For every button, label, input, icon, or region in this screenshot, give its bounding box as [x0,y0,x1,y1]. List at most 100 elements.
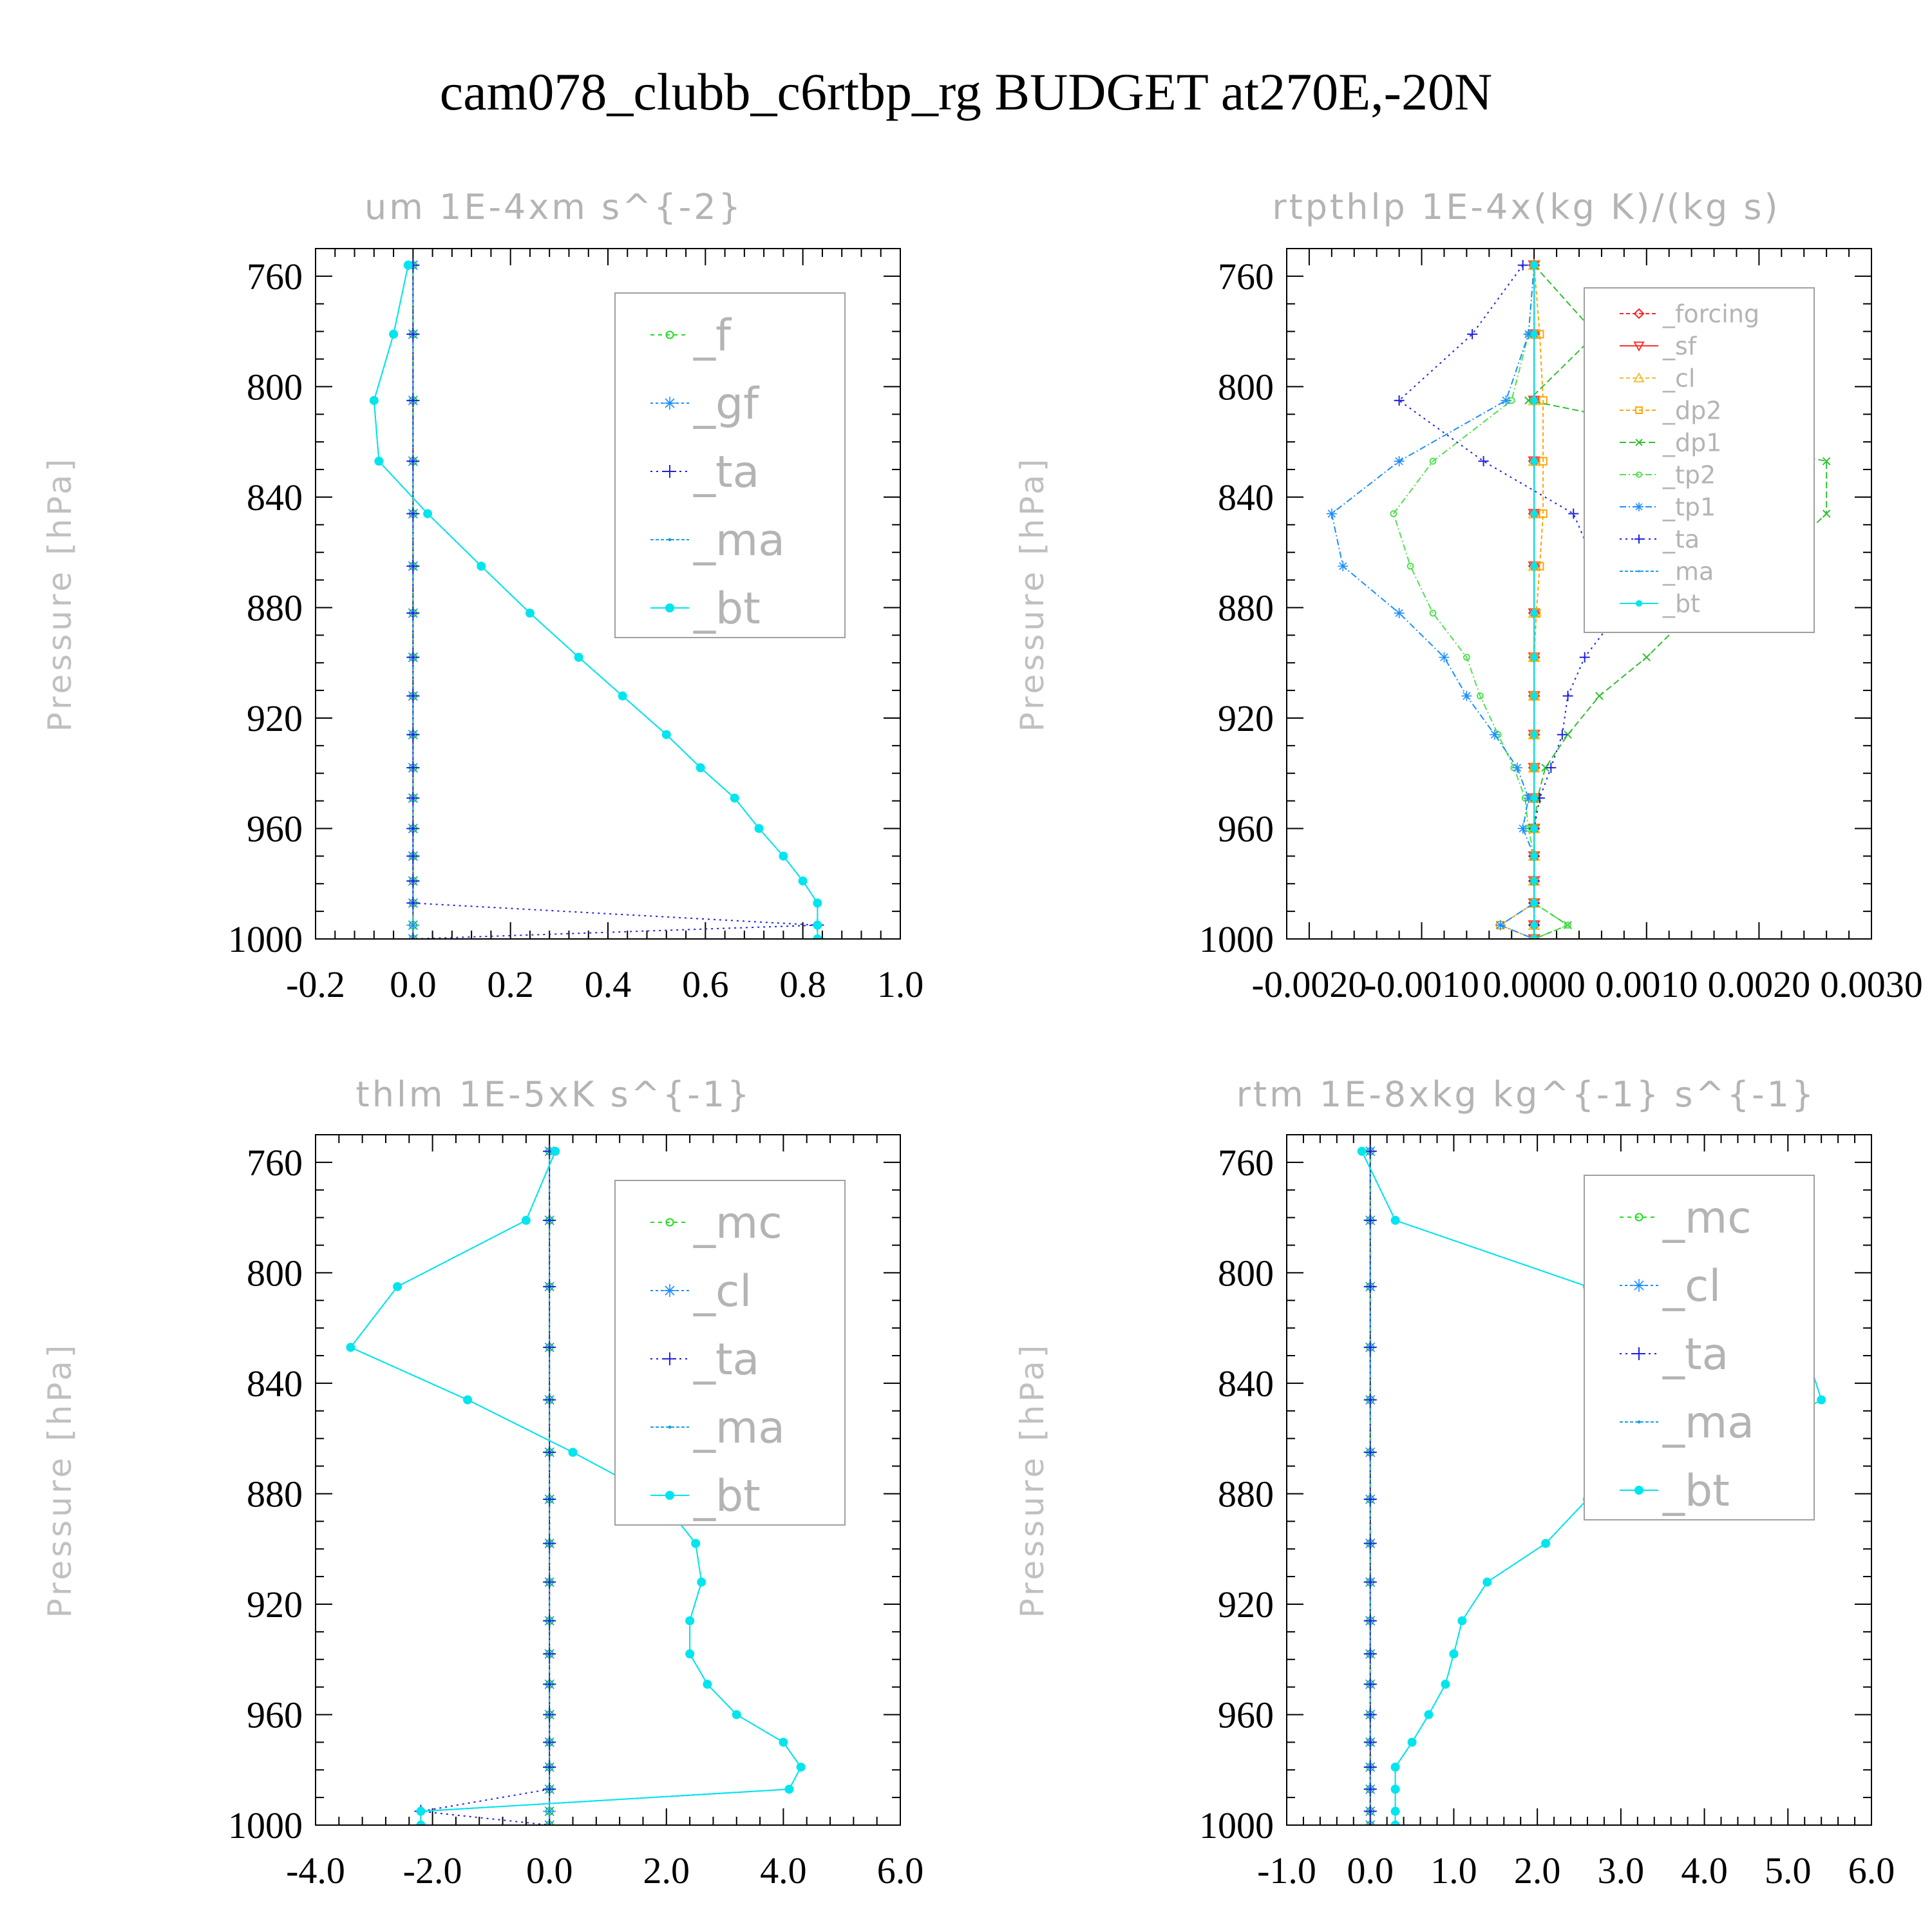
legend-box [614,1180,846,1526]
legend-marker [1634,502,1643,511]
data-point [463,1395,473,1405]
data-point [1390,510,1397,518]
data-point [754,824,764,833]
legend: _forcing _sf _cl _dp2 _dp1 _tp2 _tp1 _ta _ma _bt [1584,287,1815,633]
x-tick-label: 4.0 [1681,1850,1728,1891]
y-tick-label: 760 [1218,1142,1274,1184]
data-point [1390,1762,1400,1772]
series-group [346,1144,806,1825]
data-point [1363,1446,1377,1459]
x-tick-label: 2.0 [643,1850,690,1891]
legend-label: _cl [1662,1261,1721,1312]
x-tick-label: 5.0 [1765,1850,1812,1891]
y-tick-label: 800 [1218,1252,1274,1294]
legend-label: _cl [1662,364,1695,392]
y-tick-label: 800 [1218,366,1274,408]
y-tick-label: 1000 [1199,1804,1274,1846]
data-point [1407,1738,1417,1747]
data-point [1363,1341,1377,1354]
legend-label: _bt [1662,1466,1730,1517]
data-point [798,876,808,886]
x-tick-label: 4.0 [760,1850,807,1891]
x-tick-label: 0.0010 [1595,963,1698,1005]
y-tick-label: 840 [1218,1363,1274,1405]
legend-label: _bt [1662,589,1700,618]
data-point [1530,609,1538,617]
data-point [1441,1680,1450,1689]
legend-label: _ta [693,447,759,498]
data-point [416,1821,426,1825]
legend-label: _ma [693,515,785,566]
data-point [406,874,420,887]
data-point [1530,921,1538,929]
legend: _mc _cl _ta _ma _bt [1584,1175,1815,1520]
data-point [1429,457,1437,465]
x-tick-label: 0.2 [487,963,534,1005]
data-point [406,607,420,620]
data-point [543,1736,556,1749]
data-point [416,1806,426,1816]
legend-label: _ta [693,1334,759,1385]
x-tick-label: -1.0 [1257,1850,1316,1891]
data-point [1363,1647,1377,1661]
data-point [784,1785,794,1794]
legend-box [614,292,846,638]
data-point [551,1146,560,1156]
x-tick-label: 0.6 [682,963,729,1005]
data-point [1539,509,1548,518]
data-point [685,1616,695,1625]
data-point [1530,852,1538,860]
data-point [1822,457,1831,466]
legend-marker [668,1425,672,1429]
data-point [1541,1539,1551,1548]
legend: _f _gf _ta _ma _bt [614,292,846,638]
data-point [779,1738,788,1747]
data-point [1568,508,1579,519]
data-point [1439,652,1450,663]
data-point [696,763,705,773]
data-point [1363,1736,1377,1749]
data-point [406,393,420,407]
data-point [1511,762,1522,773]
y-tick-label: 920 [1218,697,1274,739]
legend-marker [663,1352,676,1365]
data-point [369,395,379,405]
data-point [406,327,420,341]
data-point [543,1341,556,1354]
data-point [406,689,420,703]
legend-label: _mc [1662,1193,1752,1244]
legend-marker [1633,1279,1645,1292]
data-point [374,457,384,466]
data-point [1530,899,1538,907]
legend-marker [1635,406,1643,414]
data-point [406,560,420,573]
y-axis-label: Pressure [hPa] [41,456,79,732]
data-point [1562,690,1573,701]
data-point [1501,395,1511,406]
y-tick-label: 800 [247,1252,303,1294]
data-point [543,1537,556,1550]
y-tick-label: 840 [1218,477,1274,518]
data-point [1429,609,1437,617]
legend-marker [1636,471,1642,478]
data-point [1390,1215,1400,1225]
data-point [1457,1616,1467,1625]
legend-label: _dp1 [1662,428,1721,457]
x-tick-label: 0.0020 [1708,963,1811,1005]
plot-frame [1286,1134,1872,1826]
data-point [543,1760,556,1774]
legend-label: _sf [1662,332,1698,360]
data-point [1424,1710,1434,1719]
data-point [1482,1577,1492,1587]
data-point [1530,935,1538,939]
y-tick-label: 880 [247,1473,303,1515]
x-tick-label: -0.0020 [1252,963,1367,1005]
data-point [1390,1821,1400,1825]
panel-title: thlm 1E-5xK s^{-1} [356,1074,752,1115]
series-line [1331,265,1535,939]
data-point [1394,456,1405,467]
legend-marker [668,538,672,542]
data-point [1530,397,1538,404]
x-tick-label: 1.0 [1430,1850,1477,1891]
